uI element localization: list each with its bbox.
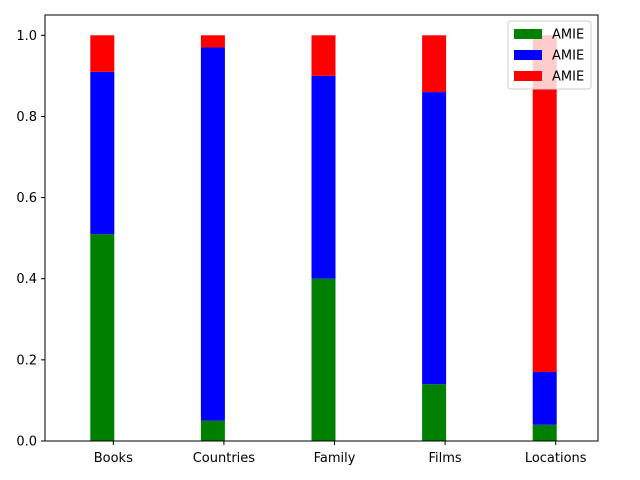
x-tick-label: Family	[314, 451, 356, 466]
y-tick-label: 0.2	[16, 353, 37, 368]
ticks-layer: Books Countries Family Films Locations 0.0 0.2…	[16, 29, 586, 466]
bar-films-series-2	[422, 92, 447, 385]
legend-label: AMIE	[552, 70, 584, 85]
bar-films-series-1	[422, 384, 447, 441]
bar-locations-series-1	[532, 424, 557, 441]
y-tick-label: 1.0	[16, 29, 37, 44]
bar-family-series-1	[311, 278, 336, 441]
bar-films-series-3	[422, 35, 447, 93]
y-tick-label: 0.0	[16, 435, 37, 450]
legend-swatch	[514, 50, 542, 60]
x-tick-label: Locations	[525, 451, 587, 466]
bar-countries-series-1	[200, 420, 225, 441]
legend-swatch	[514, 71, 542, 81]
bar-family-series-3	[311, 35, 336, 76]
y-tick-label: 0.4	[16, 272, 37, 287]
axes-frame	[44, 14, 599, 442]
legend-label: AMIE	[552, 28, 584, 43]
bar-family-series-2	[311, 75, 336, 279]
x-tick-label: Countries	[193, 451, 256, 466]
bar-locations-series-2	[532, 372, 557, 425]
bar-countries-series-3	[200, 35, 225, 48]
bar-books-series-3	[90, 35, 115, 72]
bar-books-series-2	[90, 71, 115, 235]
y-tick-label: 0.6	[16, 191, 37, 206]
legend-label: AMIE	[552, 49, 584, 64]
x-tick-label: Books	[94, 451, 133, 466]
bars-layer	[90, 35, 557, 441]
x-tick-label: Films	[428, 451, 461, 466]
bar-books-series-1	[90, 234, 115, 441]
legend-swatch	[514, 29, 542, 39]
legend: AMIE AMIE AMIE	[507, 20, 592, 90]
bar-locations-series-3	[532, 35, 557, 373]
y-tick-label: 0.8	[16, 110, 37, 125]
bar-countries-series-2	[200, 47, 225, 421]
